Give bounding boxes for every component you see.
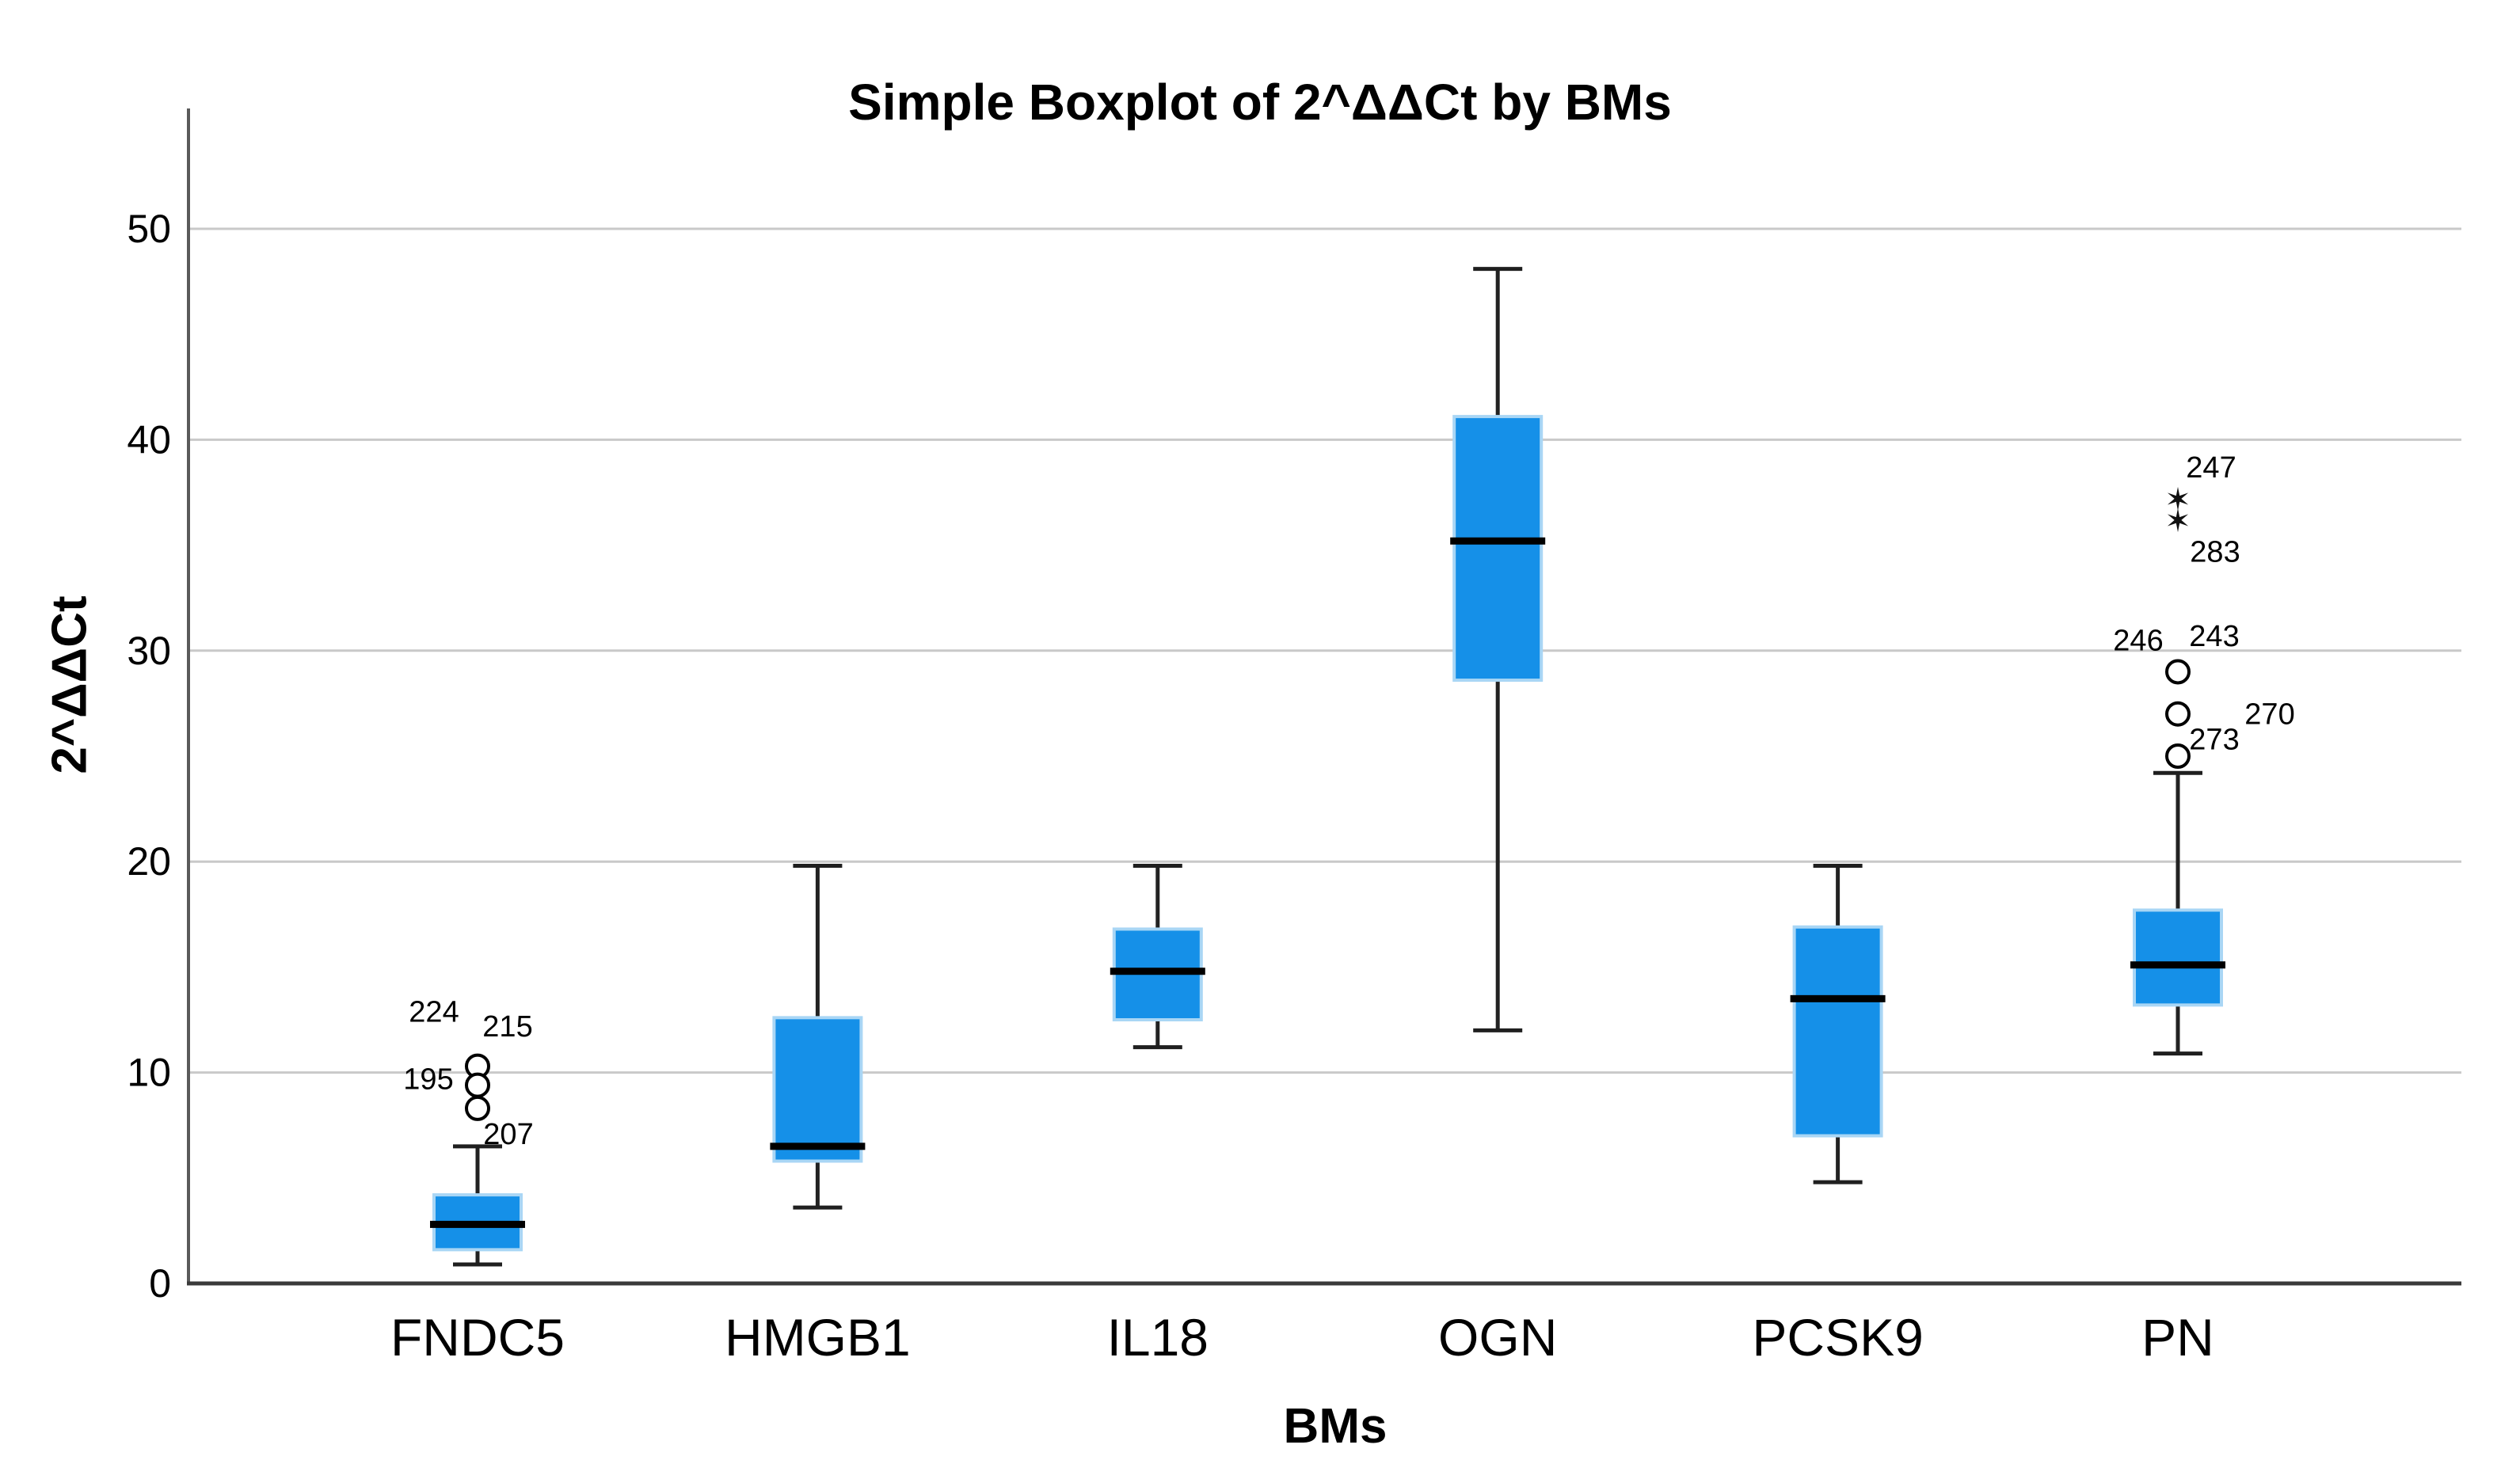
outlier-label-243: 243 — [2189, 620, 2239, 653]
y-tick-label-0: 0 — [149, 1261, 171, 1306]
iqr-box — [772, 1016, 863, 1163]
outlier-circle-2 — [2165, 659, 2191, 685]
outlier-label-246: 246 — [2113, 624, 2163, 657]
outlier-label-283: 283 — [2190, 536, 2240, 569]
y-tick-label-40: 40 — [127, 417, 171, 462]
category-label-PCSK9: PCSK9 — [1752, 1308, 1923, 1367]
category-label-FNDC5: FNDC5 — [390, 1308, 565, 1367]
outlier-circle-4 — [2165, 743, 2191, 769]
category-label-OGN: OGN — [1438, 1308, 1557, 1367]
outlier-circle-3 — [2165, 701, 2191, 727]
outlier-label-195: 195 — [403, 1063, 453, 1097]
outlier-circle-2 — [465, 1095, 490, 1121]
y-tick-label-20: 20 — [127, 839, 171, 884]
outlier-circle-1 — [465, 1072, 490, 1098]
median-line — [430, 1220, 525, 1228]
median-line — [2130, 961, 2225, 969]
boxplot-group-IL18 — [1110, 864, 1205, 1050]
outlier-label-247: 247 — [2186, 451, 2236, 485]
boxplot-group-HMGB1 — [770, 864, 866, 1210]
iqr-box — [1792, 925, 1883, 1138]
outlier-label-207: 207 — [483, 1118, 533, 1151]
category-label-PN: PN — [2141, 1308, 2214, 1367]
median-line — [1450, 537, 1546, 545]
outlier-label-224: 224 — [409, 995, 459, 1028]
x-axis-title: BMs — [1283, 1399, 1388, 1454]
y-tick-label-30: 30 — [127, 629, 171, 673]
y-tick-label-50: 50 — [127, 207, 171, 251]
outlier-star-1: ✶ — [2164, 504, 2191, 538]
category-label-IL18: IL18 — [1107, 1308, 1209, 1367]
iqr-box — [2133, 908, 2223, 1007]
boxplot-group-FNDC5: 224 215 195 207 — [403, 995, 534, 1267]
iqr-box — [1452, 415, 1544, 682]
median-line — [770, 1143, 866, 1150]
y-axis-title: 2^ΔΔCt — [42, 595, 97, 774]
chart-title: Simple Boxplot of 2^ΔΔCt by BMs — [848, 74, 1672, 131]
median-line — [1790, 994, 1886, 1002]
median-line — [1110, 968, 1205, 975]
outlier-star-0: ✶ — [2164, 483, 2191, 518]
outlier-label-273: 273 — [2189, 724, 2239, 757]
outlier-label-215: 215 — [482, 1010, 532, 1044]
y-tick-label-10: 10 — [127, 1051, 171, 1095]
outlier-label-270: 270 — [2244, 698, 2294, 732]
boxplot-group-OGN — [1450, 267, 1546, 1032]
boxplot-group-PCSK9 — [1790, 864, 1886, 1184]
category-label-HMGB1: HMGB1 — [725, 1308, 911, 1367]
